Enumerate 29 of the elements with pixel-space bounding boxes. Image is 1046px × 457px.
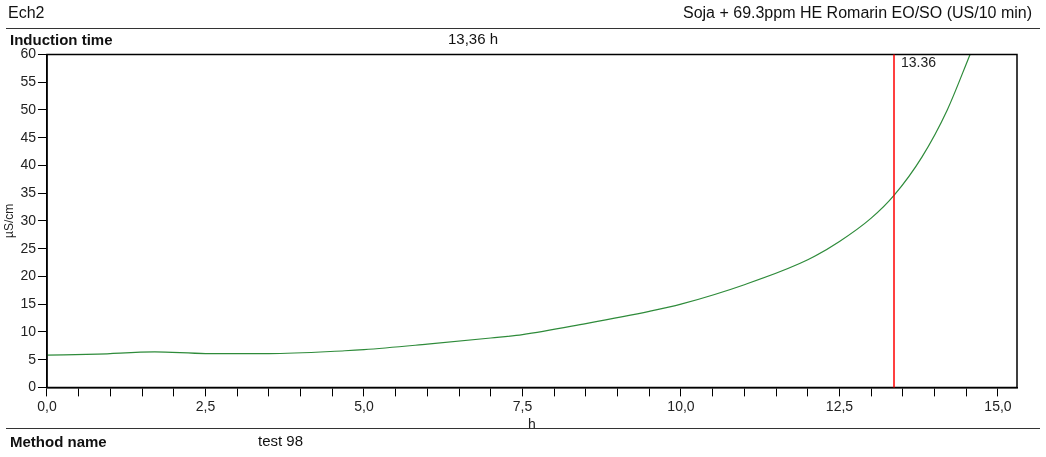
y-tick-label: 0 bbox=[28, 378, 37, 395]
text: 13,36 h bbox=[448, 30, 499, 47]
x-tick-label: 0,0 bbox=[37, 397, 57, 414]
y-tick-label: 10 bbox=[20, 322, 37, 339]
y-tick-label: 60 bbox=[20, 45, 37, 62]
y-tick-label: 30 bbox=[20, 211, 37, 228]
x-tick-label: 7,5 bbox=[512, 397, 533, 414]
text: Method name bbox=[10, 433, 107, 450]
y-tick-label: 35 bbox=[20, 184, 37, 201]
x-tick-label: 5,0 bbox=[354, 397, 374, 414]
chart-title: Ech2 bbox=[8, 4, 45, 22]
text: Induction time bbox=[10, 31, 113, 48]
x-tick-label: 2,5 bbox=[195, 397, 216, 414]
y-tick-label: 50 bbox=[20, 100, 37, 117]
x-tick-label: 12,5 bbox=[825, 397, 854, 414]
x-tick-label: 15,0 bbox=[984, 397, 1012, 414]
y-tick-label: 5 bbox=[28, 350, 37, 367]
y-tick-label: 20 bbox=[20, 267, 37, 284]
line-series bbox=[46, 53, 971, 356]
x-tick-label: 10,0 bbox=[667, 397, 695, 414]
y-axis-title: µS/cm bbox=[1, 203, 16, 239]
y-tick-label: 15 bbox=[20, 295, 37, 312]
text: test 98 bbox=[258, 432, 304, 449]
y-tick-label: 55 bbox=[20, 73, 37, 90]
y-tick-label: 25 bbox=[20, 239, 37, 256]
ref-line-label: 13.36 bbox=[901, 54, 937, 71]
y-tick-label: 45 bbox=[20, 128, 37, 145]
y-tick-label: 40 bbox=[20, 156, 37, 173]
chart-subtitle: Soja + 69.3ppm HE Romarin EO/SO (US/10 min) bbox=[682, 4, 1032, 22]
